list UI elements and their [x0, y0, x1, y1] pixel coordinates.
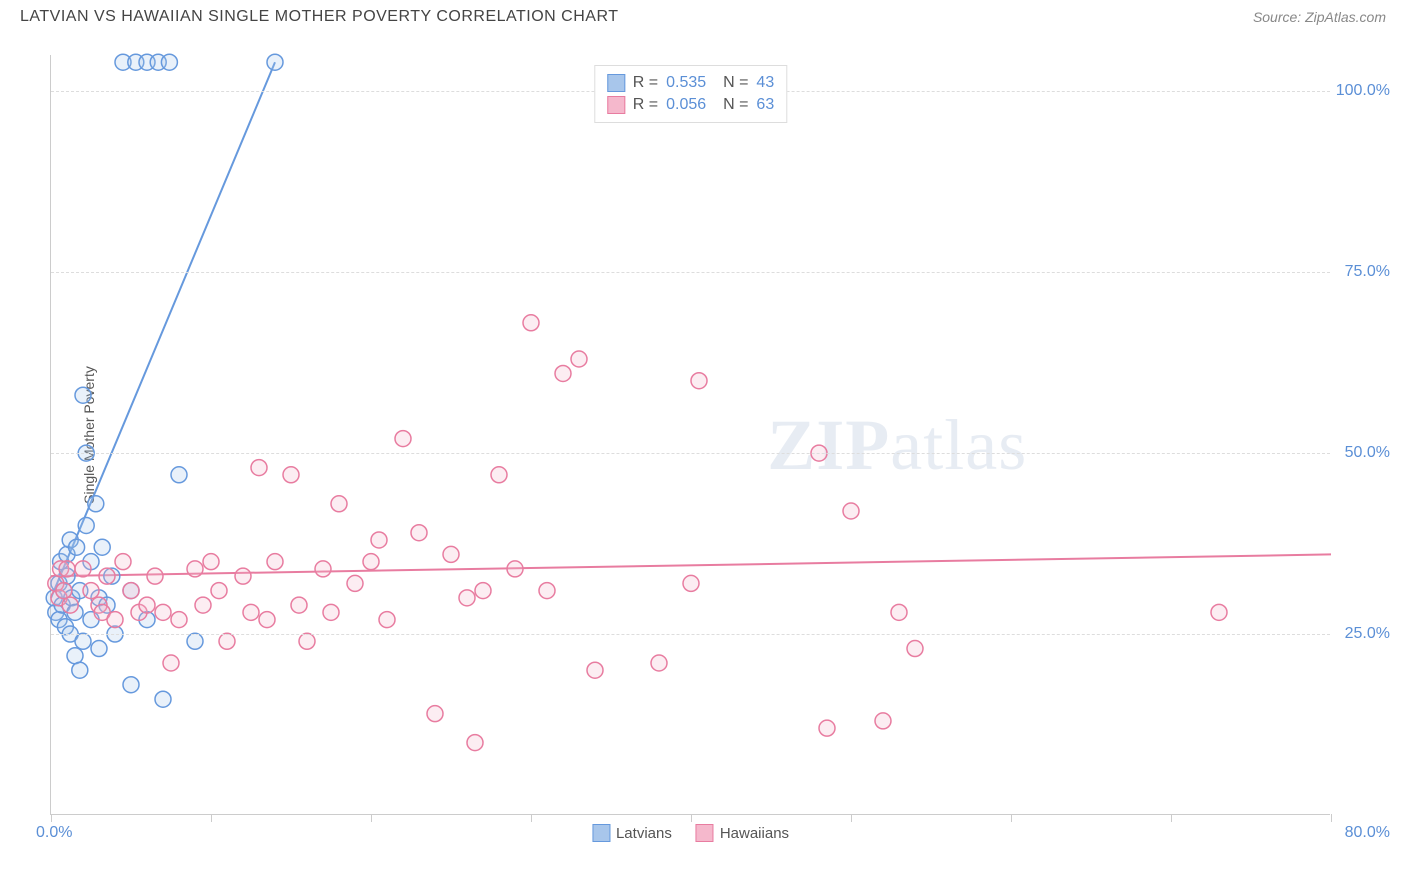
legend-swatch-hawaiians	[607, 96, 625, 114]
y-tick-label: 75.0%	[1345, 263, 1390, 281]
x-tick	[691, 814, 692, 822]
legend-row-latvians: R = 0.535 N = 43	[607, 72, 774, 94]
legend-swatch-hawaiians-bottom	[696, 824, 714, 842]
correlation-legend: R = 0.535 N = 43 R = 0.056 N = 63	[594, 65, 787, 123]
x-tick	[851, 814, 852, 822]
chart-container: Single Mother Poverty ZIPatlas R = 0.535…	[50, 45, 1390, 825]
x-axis-max-label: 80.0%	[1345, 824, 1390, 842]
header: LATVIAN VS HAWAIIAN SINGLE MOTHER POVERT…	[0, 0, 1406, 30]
legend-swatch-latvians-bottom	[592, 824, 610, 842]
gridline-h	[51, 272, 1330, 273]
gridline-h	[51, 453, 1330, 454]
source-attribution: Source: ZipAtlas.com	[1253, 9, 1386, 25]
legend-swatch-latvians	[607, 74, 625, 92]
x-axis-min-label: 0.0%	[36, 824, 72, 842]
gridline-h	[51, 634, 1330, 635]
y-tick-label: 25.0%	[1345, 625, 1390, 643]
x-tick	[1171, 814, 1172, 822]
series-legend: Latvians Hawaiians	[592, 824, 789, 842]
chart-title: LATVIAN VS HAWAIIAN SINGLE MOTHER POVERT…	[20, 8, 619, 26]
legend-row-hawaiians: R = 0.056 N = 63	[607, 94, 774, 116]
x-tick	[371, 814, 372, 822]
legend-item-latvians: Latvians	[592, 824, 672, 842]
x-tick	[1331, 814, 1332, 822]
y-tick-label: 100.0%	[1336, 82, 1390, 100]
plot-area: ZIPatlas R = 0.535 N = 43 R = 0.056 N = …	[50, 55, 1330, 815]
legend-item-hawaiians: Hawaiians	[696, 824, 789, 842]
y-tick-label: 50.0%	[1345, 444, 1390, 462]
scatter-svg	[51, 55, 1330, 814]
x-tick	[1011, 814, 1012, 822]
x-tick	[51, 814, 52, 822]
x-tick	[211, 814, 212, 822]
x-tick	[531, 814, 532, 822]
